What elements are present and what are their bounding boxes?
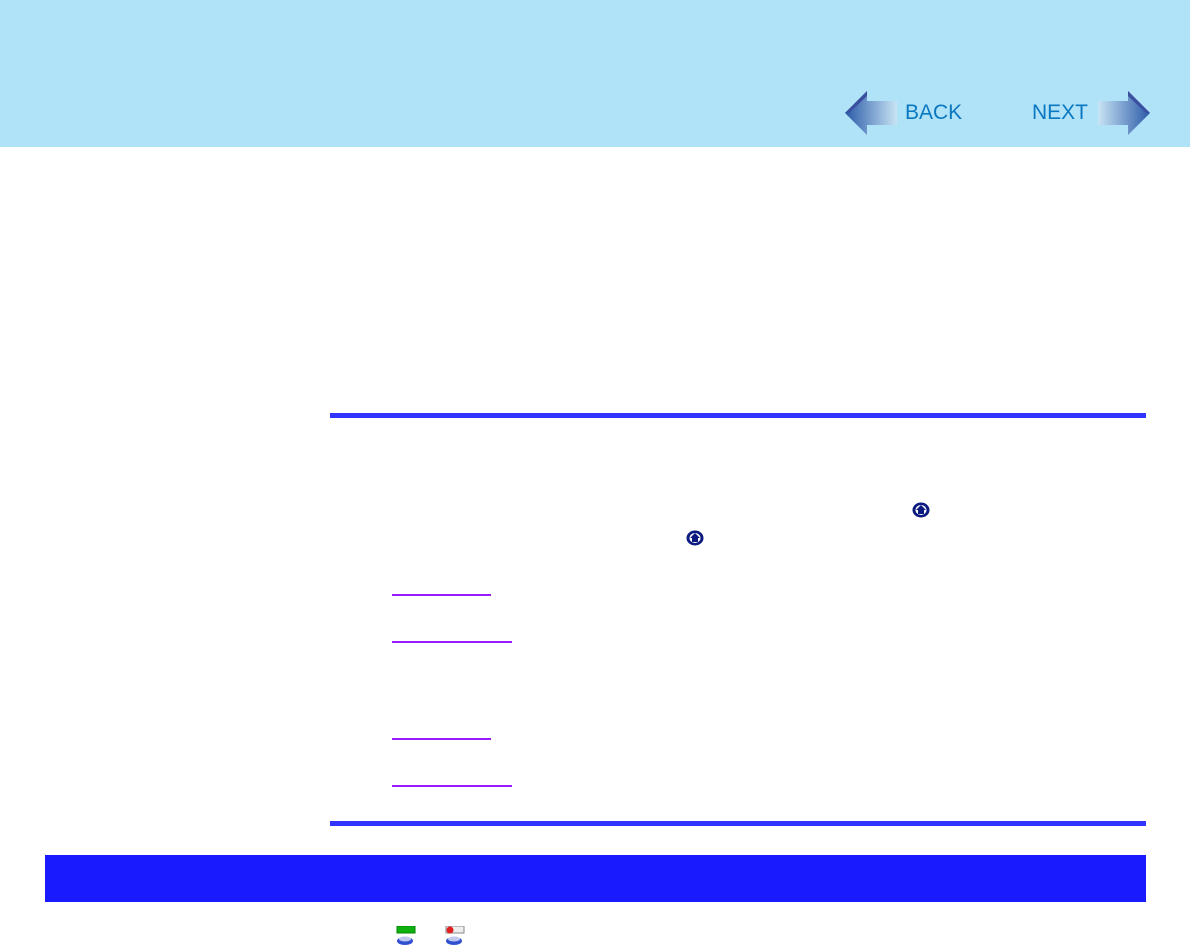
link[interactable] <box>392 785 512 787</box>
next-arrow-icon <box>1098 91 1151 135</box>
next-button[interactable]: NEXT <box>1032 90 1151 136</box>
link[interactable] <box>392 738 491 740</box>
next-label: NEXT <box>1032 101 1089 124</box>
link[interactable] <box>392 641 512 643</box>
divider-top <box>330 413 1146 418</box>
home-icon <box>686 530 704 546</box>
back-button[interactable]: BACK <box>845 90 962 136</box>
battery-full-icon <box>396 926 416 945</box>
home-icon <box>912 502 930 518</box>
back-arrow-icon <box>845 91 897 135</box>
section-heading-bar <box>45 855 1146 902</box>
header: BACK NEXT <box>0 0 1190 147</box>
back-label: BACK <box>905 101 963 124</box>
link[interactable] <box>392 594 491 596</box>
battery-error-icon <box>445 926 465 945</box>
divider-bottom <box>330 821 1146 826</box>
